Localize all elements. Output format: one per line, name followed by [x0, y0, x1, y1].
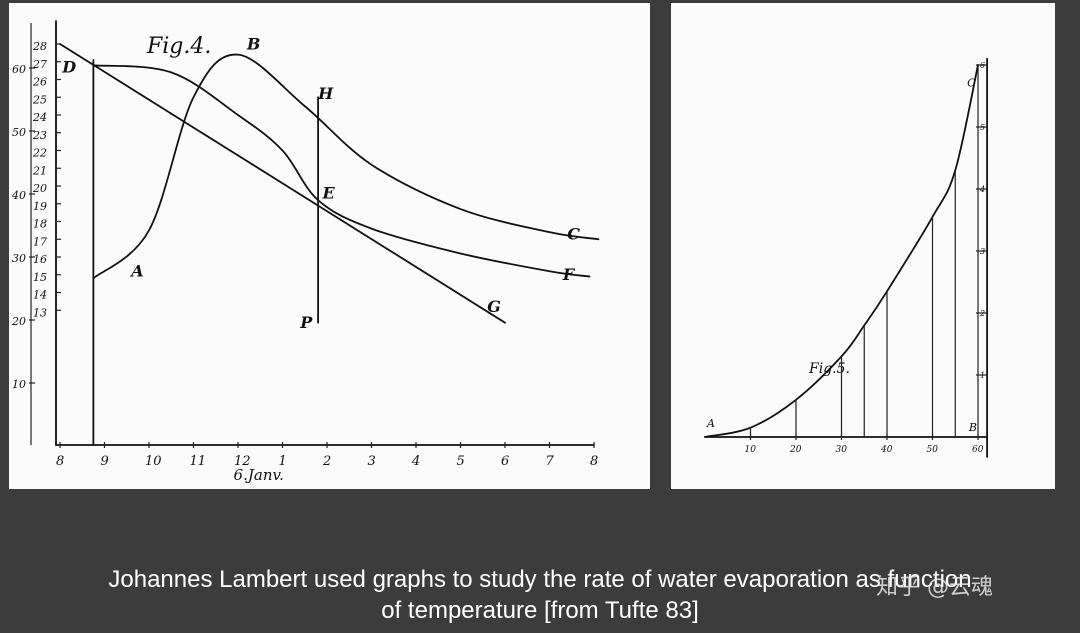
fig4-inner-tick-label: 26	[32, 76, 47, 89]
fig4-x-tick-label: 8	[56, 454, 64, 469]
fig4-title: Fig.4.	[146, 34, 211, 59]
fig4-x-tick-label: 3	[368, 454, 376, 469]
fig4-inner-tick-label: 18	[33, 218, 47, 231]
fig5-x-tick-label: 10	[745, 445, 757, 455]
fig4-panel: 10 20 30 40 50 60 13 14 15 16 17 18 19 20 21 22 23 24 25 26…	[9, 3, 650, 489]
fig5-y-tick-label: 4	[979, 185, 985, 194]
fig4-x-tick-label: 2	[322, 454, 331, 469]
fig4-x-tick-label: 6	[501, 454, 509, 469]
fig4-inner-tick-label: 17	[33, 235, 47, 248]
fig4-x-tick-label: 11	[190, 454, 207, 469]
caption-line-1: Johannes Lambert used graphs to study th…	[108, 566, 972, 593]
fig4-inner-tick-label: 23	[32, 129, 47, 142]
fig4-inner-tick-label: 20	[32, 182, 47, 195]
fig4-inner-tick-label: 16	[33, 253, 47, 266]
fig4-inner-tick-label: 14	[33, 289, 47, 302]
fig4-point-label: D	[61, 57, 76, 76]
fig5-y-tick-label: 2	[979, 309, 985, 318]
fig4-series-line	[59, 43, 506, 324]
fig4-outer-tick-label: 20	[11, 315, 26, 328]
fig5-title: Fig.5.	[808, 361, 850, 377]
fig4-x-tick-label: 12	[234, 454, 251, 469]
fig4-point-label: G	[487, 297, 501, 316]
fig5-point-label: B	[968, 421, 977, 434]
fig4-point-label: B	[246, 34, 261, 53]
fig4-x-tick-label: 8	[590, 454, 598, 469]
fig5-y-tick-label: 3	[980, 247, 985, 256]
fig4-outer-tick-label: 40	[11, 189, 26, 202]
fig4-x-tick-label: 1	[279, 454, 287, 469]
fig4-x-tick-label: 7	[546, 454, 555, 469]
fig4-inner-tick-label: 21	[32, 164, 47, 177]
fig4-point-label: A	[129, 262, 143, 281]
fig4-inner-tick-label: 19	[33, 200, 47, 213]
fig4-outer-tick-label: 60	[12, 63, 26, 76]
fig4-x-tick-label: 4	[411, 454, 420, 469]
fig5-chart: 10 20 30 40 50 60 1 2 3 4 5 6 Fig.5. A B C	[704, 57, 989, 458]
fig4-point-label: E	[322, 183, 336, 202]
fig5-x-tick-label: 40	[880, 445, 893, 455]
fig4-x-tick-label: 9	[101, 454, 109, 469]
fig4-point-label: F	[562, 265, 576, 284]
fig4-inner-tick-label: 15	[33, 271, 47, 284]
fig5-x-tick-label: 20	[789, 445, 802, 455]
fig4-outer-tick-label: 30	[12, 252, 26, 265]
fig4-x-tick-label: 10	[145, 454, 162, 469]
fig4-point-label: C	[567, 224, 580, 243]
fig4-series-line	[92, 64, 591, 278]
fig5-x-tick-label: 30	[836, 445, 848, 455]
fig4-outer-tick-label: 50	[12, 126, 26, 139]
fig4-inner-tick-label: 13	[33, 306, 47, 319]
fig5-point-label: A	[706, 417, 715, 430]
fig4-inner-tick-label: 22	[32, 147, 47, 160]
fig4-point-label: H	[317, 84, 334, 103]
fig4-inner-tick-label: 24	[32, 111, 47, 124]
fig5-y-tick-label: 6	[980, 61, 985, 70]
caption-line-2: of temperature [from Tufte 83]	[381, 597, 699, 624]
fig4-inner-tick-label: 27	[32, 58, 47, 71]
fig4-inner-tick-label: 28	[32, 40, 47, 53]
fig5-point-label: C	[967, 77, 976, 90]
fig5-panel: 10 20 30 40 50 60 1 2 3 4 5 6 Fig.5. A B C	[671, 3, 1055, 489]
fig4-outer-tick-label: 10	[12, 378, 26, 391]
watermark: 知乎 @云魂	[876, 575, 993, 600]
fig5-x-tick-label: 50	[927, 445, 939, 455]
fig4-inner-tick-label: 25	[32, 93, 47, 106]
fig4-chart: 1020304050601314151617181920212223242526…	[11, 20, 600, 484]
fig4-series-line	[92, 53, 600, 280]
fig4-x-axis-label: 6.Janv.	[234, 466, 284, 484]
fig4-x-tick-label: 5	[457, 454, 465, 469]
fig4-point-label: P	[299, 313, 313, 332]
fig5-y-tick-label: 5	[980, 123, 985, 132]
fig5-y-tick-label: 1	[980, 371, 985, 380]
fig5-x-tick-label: 60	[972, 445, 984, 455]
